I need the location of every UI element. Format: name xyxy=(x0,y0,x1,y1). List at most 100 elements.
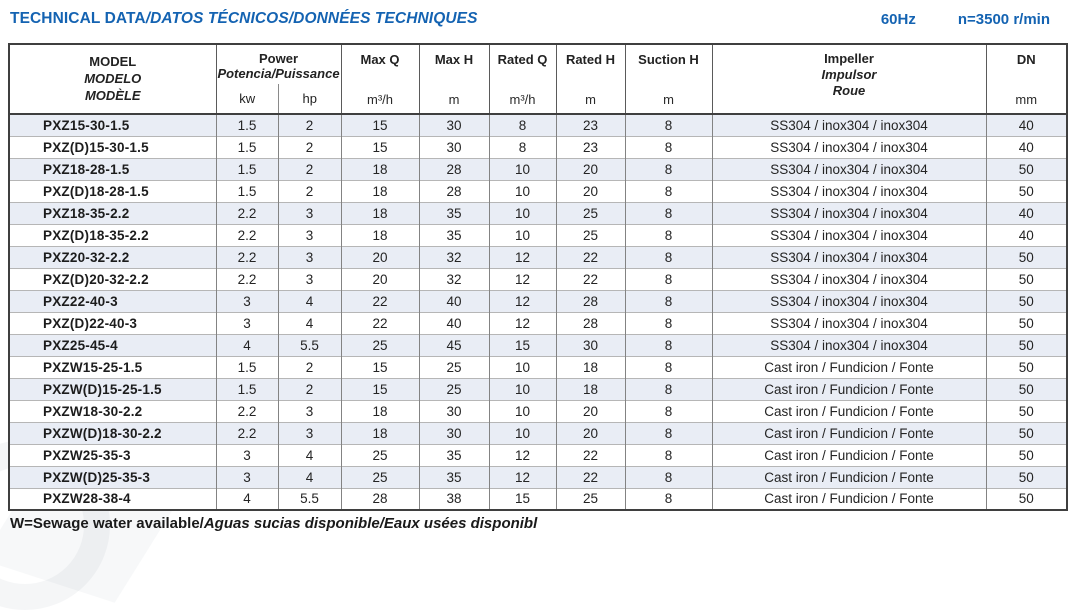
cell-rated_h: 20 xyxy=(555,399,625,422)
cell-model: PXZW(D)15-25-1.5 xyxy=(9,377,216,400)
cell-dn: 40 xyxy=(985,135,1067,158)
header-dn: DN mm xyxy=(985,44,1067,114)
header-rated-h: Rated H m xyxy=(555,44,625,114)
header-model-en: MODEL xyxy=(89,54,137,69)
table-row: PXZ(D)22-40-3 3 4 22 40 12 28 8 SS304 / inox304 … xyxy=(9,311,1067,334)
frequency-label: 60Hz xyxy=(880,11,916,28)
cell-rated_q: 12 xyxy=(488,245,556,268)
header-max-h: Max H m xyxy=(418,44,489,114)
spec-badges: 60Hz n=3500 r/min xyxy=(881,10,1050,28)
cell-rated_q: 12 xyxy=(488,443,556,466)
header-impeller-fr: Roue xyxy=(832,83,866,98)
cell-rated_h: 18 xyxy=(555,355,625,378)
header-dn-unit: mm xyxy=(1015,92,1038,107)
cell-model: PXZ(D)20-32-2.2 xyxy=(9,267,216,290)
cell-rated_q: 10 xyxy=(488,223,556,246)
cell-rated_h: 18 xyxy=(555,377,625,400)
header-rated-h-label: Rated H xyxy=(565,52,616,67)
header-suction-h: Suction H m xyxy=(624,44,712,114)
cell-model: PXZ18-28-1.5 xyxy=(9,157,216,180)
cell-dn: 50 xyxy=(985,443,1067,466)
cell-kw: 2.2 xyxy=(215,267,278,290)
cell-impeller: Cast iron / Fundicion / Fonte xyxy=(711,399,986,422)
table-row: PXZ18-35-2.2 2.2 3 18 35 10 25 8 SS304 / inox304… xyxy=(9,201,1067,224)
table-row: PXZ20-32-2.2 2.2 3 20 32 12 22 8 SS304 / inox304… xyxy=(9,245,1067,268)
table-row: PXZW28-38-4 4 5.5 28 38 15 25 8 Cast iron / Fund… xyxy=(9,487,1067,510)
table-row: PXZ(D)15-30-1.5 1.5 2 15 30 8 23 8 SS304 / inox3… xyxy=(9,135,1067,158)
header-power-units: kw hp xyxy=(217,84,341,113)
cell-hp: 2 xyxy=(277,157,341,180)
cell-kw: 2.2 xyxy=(215,223,278,246)
header-dn-label: DN xyxy=(1016,52,1036,67)
cell-kw: 2.2 xyxy=(215,421,278,444)
cell-impeller: SS304 / inox304 / inox304 xyxy=(711,311,986,334)
cell-max_q: 18 xyxy=(340,157,419,180)
cell-rated_q: 12 xyxy=(488,465,556,488)
table-row: PXZ25-45-4 4 5.5 25 45 15 30 8 SS304 / inox304 /… xyxy=(9,333,1067,356)
cell-max_h: 32 xyxy=(418,267,489,290)
header-suction-h-label: Suction H xyxy=(638,52,699,67)
cell-suction_h: 8 xyxy=(624,245,712,268)
cell-suction_h: 8 xyxy=(624,355,712,378)
cell-rated_q: 8 xyxy=(488,113,556,136)
cell-dn: 50 xyxy=(985,157,1067,180)
title-bar: TECHNICAL DATA/DATOS TÉCNICOS/DONNÉES TE… xyxy=(8,8,1066,28)
cell-impeller: SS304 / inox304 / inox304 xyxy=(711,223,986,246)
cell-max_q: 15 xyxy=(340,135,419,158)
header-rated-q-label: Rated Q xyxy=(497,52,548,67)
cell-rated_h: 25 xyxy=(555,201,625,224)
cell-rated_q: 10 xyxy=(488,421,556,444)
speed-label: n=3500 r/min xyxy=(957,11,1050,28)
cell-impeller: SS304 / inox304 / inox304 xyxy=(711,267,986,290)
cell-dn: 50 xyxy=(985,465,1067,488)
cell-rated_q: 15 xyxy=(488,487,556,510)
cell-rated_h: 20 xyxy=(555,421,625,444)
cell-rated_h: 22 xyxy=(555,245,625,268)
cell-rated_h: 20 xyxy=(555,157,625,180)
cell-kw: 4 xyxy=(215,333,278,356)
cell-suction_h: 8 xyxy=(624,465,712,488)
cell-hp: 2 xyxy=(277,135,341,158)
header-model-es: MODELO xyxy=(84,71,142,86)
cell-suction_h: 8 xyxy=(624,201,712,224)
header-impeller: Impeller Impulsor Roue xyxy=(711,44,986,114)
header-max-h-label: Max H xyxy=(434,52,474,67)
cell-max_h: 35 xyxy=(418,465,489,488)
cell-dn: 50 xyxy=(985,421,1067,444)
cell-impeller: Cast iron / Fundicion / Fonte xyxy=(711,355,986,378)
cell-rated_q: 12 xyxy=(488,289,556,312)
cell-max_q: 18 xyxy=(340,179,419,202)
header-model-fr: MODÈLE xyxy=(84,88,141,103)
table-row: PXZ22-40-3 3 4 22 40 12 28 8 SS304 / inox304 / i… xyxy=(9,289,1067,312)
cell-hp: 4 xyxy=(277,465,341,488)
cell-suction_h: 8 xyxy=(624,113,712,136)
cell-rated_q: 15 xyxy=(488,333,556,356)
cell-max_q: 22 xyxy=(340,289,419,312)
cell-max_h: 28 xyxy=(418,157,489,180)
cell-max_q: 25 xyxy=(340,443,419,466)
cell-suction_h: 8 xyxy=(624,421,712,444)
cell-hp: 2 xyxy=(277,113,341,136)
cell-dn: 40 xyxy=(985,113,1067,136)
header-power-es-fr: Potencia/Puissance xyxy=(217,66,340,81)
table-row: PXZW15-25-1.5 1.5 2 15 25 10 18 8 Cast iron / Fu… xyxy=(9,355,1067,378)
header-model: MODEL MODELO MODÈLE xyxy=(9,44,216,114)
cell-kw: 1.5 xyxy=(215,135,278,158)
cell-max_h: 30 xyxy=(418,113,489,136)
cell-max_h: 35 xyxy=(418,223,489,246)
cell-impeller: Cast iron / Fundicion / Fonte xyxy=(711,465,986,488)
cell-impeller: Cast iron / Fundicion / Fonte xyxy=(711,487,986,510)
cell-model: PXZ(D)18-28-1.5 xyxy=(9,179,216,202)
cell-hp: 3 xyxy=(277,399,341,422)
header-max-q-unit: m³/h xyxy=(367,92,393,107)
header-max-q: Max Q m³/h xyxy=(340,44,419,114)
cell-dn: 40 xyxy=(985,223,1067,246)
cell-rated_q: 10 xyxy=(488,157,556,180)
cell-impeller: SS304 / inox304 / inox304 xyxy=(711,333,986,356)
cell-max_q: 25 xyxy=(340,333,419,356)
cell-impeller: Cast iron / Fundicion / Fonte xyxy=(711,377,986,400)
technical-data-table-wrap: MODEL MODELO MODÈLE Power Potencia/Puiss… xyxy=(8,43,1068,511)
cell-kw: 1.5 xyxy=(215,157,278,180)
cell-rated_h: 22 xyxy=(555,443,625,466)
cell-max_h: 25 xyxy=(418,377,489,400)
